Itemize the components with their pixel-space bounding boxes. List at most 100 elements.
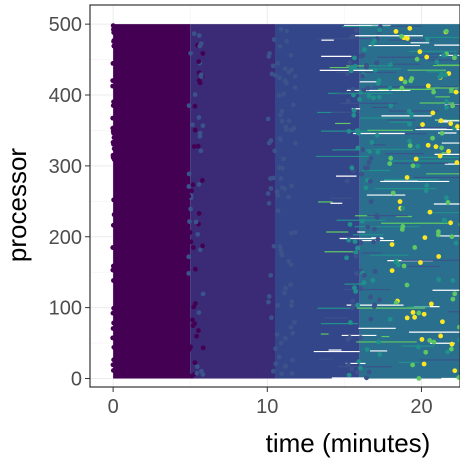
event-point [187,230,193,235]
event-point [347,60,353,65]
event-point [455,124,460,129]
event-point [434,59,440,65]
event-point [200,123,206,129]
event-point [292,85,298,91]
event-point [410,310,416,315]
event-point [291,320,297,325]
event-point [422,235,428,240]
event-point [195,143,201,149]
event-point [438,118,444,124]
event-point [111,99,116,105]
event-point [272,72,278,78]
event-point [366,369,372,375]
event-point [396,262,401,268]
event-point [368,294,373,300]
event-point [279,371,285,377]
event-point [275,60,281,66]
event-point [347,221,353,227]
event-point [192,103,198,109]
event-point [415,163,421,169]
event-point [353,289,359,294]
event-point [437,153,443,159]
event-point [278,176,284,181]
event-point [404,315,410,321]
event-point [451,55,457,61]
event-point [355,369,360,375]
event-point [407,138,412,144]
event-point [196,211,202,216]
event-point [198,72,204,78]
event-point [272,148,278,154]
event-point [268,272,274,278]
plot-border [89,4,460,388]
x-tick-label: 20 [410,396,432,418]
event-point [372,268,378,274]
event-point [266,299,271,305]
event-point [265,191,271,196]
event-point [200,51,206,56]
event-point [430,135,435,141]
time-bands [113,24,460,379]
event-point [349,165,355,171]
event-point [441,52,447,58]
event-point [375,149,381,155]
event-point [389,242,395,247]
event-point [365,85,371,91]
event-point [282,66,288,72]
event-point [110,362,116,368]
event-point [388,62,393,68]
event-point [388,103,394,109]
x-axis-ticks: 0 10 20 [108,387,433,418]
event-point [365,224,371,230]
event-point [198,41,204,47]
event-point [186,347,192,352]
event-point [186,184,192,189]
event-point [377,27,382,33]
event-point [420,122,425,127]
event-point [274,189,280,195]
event-point [199,177,205,183]
y-tick-label: 400 [49,85,82,107]
event-point [402,79,408,85]
event-point [376,339,382,345]
event-point [360,147,366,153]
event-point [196,59,202,64]
event-point [372,67,378,73]
event-point [289,371,295,376]
event-point [358,365,363,371]
event-point [404,175,410,180]
event-point [417,49,423,55]
event-point [368,199,374,205]
event-point [186,270,192,276]
event-point [196,33,202,38]
event-point [110,78,116,83]
event-point [457,324,460,330]
y-axis-ticks: 0 100 200 300 400 500 [49,14,90,390]
event-point [427,338,433,343]
event-point [450,296,456,302]
event-point [449,341,455,347]
event-point [358,286,364,292]
event-point [292,229,298,235]
event-point [364,375,369,381]
event-point [282,186,288,192]
event-point [284,38,289,44]
event-point [423,349,429,355]
event-point [197,133,203,139]
event-point [416,310,422,316]
event-point [423,188,429,194]
event-point [289,299,295,305]
event-point [387,85,393,91]
event-point [281,156,286,162]
event-point [436,229,441,235]
event-point [270,175,276,181]
event-point [443,72,448,78]
event-point [399,33,404,39]
event-point [345,98,351,104]
event-point [440,319,445,325]
event-point [375,236,381,242]
event-point [361,272,367,278]
event-point [353,28,359,33]
event-point [288,127,294,133]
event-point [450,103,455,109]
